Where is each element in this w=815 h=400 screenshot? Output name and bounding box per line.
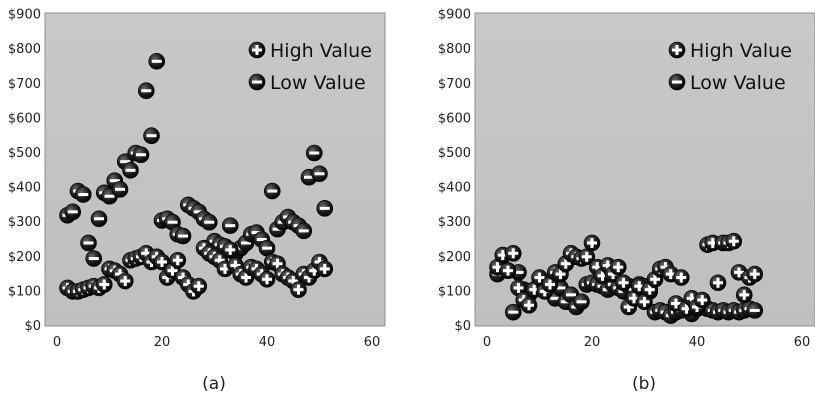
legend-low-value-icon (668, 73, 686, 91)
data-point (316, 260, 334, 278)
x-tick-label: 60 (364, 335, 381, 350)
data-point (263, 182, 281, 200)
data-point (111, 181, 129, 198)
y-tick-label: $0 (454, 319, 471, 334)
legend-low-value-icon (248, 73, 266, 91)
scatter-panel-a: $0 $100 $200 $300 $400 $500 $600 $700 $8… (8, 8, 386, 394)
legend-minus-circle-icon (248, 73, 266, 91)
scatter-panel-b: $0 $100 $200 $300 $400 $500 $600 $700 $8… (438, 8, 815, 394)
y-tick-label: $600 (8, 111, 41, 126)
data-point (693, 291, 711, 309)
data-point (583, 234, 601, 252)
y-tick-label: $100 (438, 284, 471, 299)
data-point (64, 203, 82, 221)
data-point (709, 274, 727, 292)
data-point (504, 303, 522, 321)
y-tick-label: $400 (438, 181, 471, 196)
legend-minus-circle-icon (668, 73, 686, 91)
panel-label-b: (b) (632, 374, 656, 394)
data-point (148, 53, 166, 70)
legend-plus-circle-icon (248, 41, 266, 59)
data-point (143, 127, 160, 144)
data-point (290, 281, 307, 298)
data-point (200, 213, 218, 231)
data-point (221, 217, 239, 234)
y-tick-label: $400 (8, 181, 41, 196)
data-point (132, 146, 150, 164)
x-tick-label: 40 (259, 335, 276, 350)
data-point (746, 265, 764, 283)
y-tick-label: $800 (8, 42, 41, 57)
legend-high-value-icon (248, 41, 266, 59)
x-tick-label: 20 (584, 335, 601, 350)
y-tick-label: $500 (8, 146, 41, 161)
data-point (174, 227, 192, 245)
panel-label-a: (a) (202, 374, 226, 394)
data-point (190, 277, 208, 295)
x-tick-label: 0 (483, 335, 491, 350)
y-tick-label: $200 (8, 250, 41, 265)
y-tick-label: $700 (438, 77, 471, 92)
legend-high-value-icon (668, 41, 686, 59)
y-axis-ticks: $0 $100 $200 $300 $400 $500 $600 $700 $8… (438, 8, 471, 334)
data-point (735, 286, 753, 304)
legend-label-low-value: Low Value (270, 72, 366, 94)
legend: High Value Low Value (248, 40, 372, 94)
legend: High Value Low Value (668, 40, 792, 94)
data-point (746, 302, 764, 319)
y-tick-label: $0 (24, 319, 41, 334)
y-tick-label: $300 (8, 215, 41, 230)
data-point (725, 232, 743, 250)
y-tick-label: $700 (8, 77, 41, 92)
data-points (59, 53, 334, 300)
data-point (295, 222, 313, 240)
legend-label-low-value: Low Value (690, 72, 786, 94)
y-tick-label: $300 (438, 215, 471, 230)
x-axis-ticks: 0 20 40 60 (53, 335, 380, 350)
legend-plus-circle-icon (668, 41, 686, 59)
data-point (74, 186, 92, 203)
data-point (615, 274, 632, 292)
data-point (85, 250, 103, 267)
data-point (578, 248, 596, 266)
y-tick-label: $600 (438, 111, 471, 126)
data-point (504, 245, 522, 262)
data-point (672, 269, 690, 286)
y-tick-label: $500 (438, 146, 471, 161)
data-point (169, 251, 187, 269)
data-point (122, 162, 139, 179)
x-tick-label: 0 (53, 335, 61, 350)
y-tick-label: $900 (438, 8, 471, 23)
x-tick-label: 60 (794, 335, 811, 350)
y-tick-label: $200 (438, 250, 471, 265)
data-point (520, 296, 538, 314)
y-tick-label: $900 (8, 8, 41, 23)
data-point (90, 210, 108, 228)
data-point (116, 272, 134, 290)
data-point (573, 293, 590, 311)
data-point (95, 276, 113, 293)
y-axis-ticks: $0 $100 $200 $300 $400 $500 $600 $700 $8… (8, 8, 41, 334)
data-point (80, 234, 97, 252)
data-point (499, 262, 517, 279)
y-tick-label: $100 (8, 284, 41, 299)
x-tick-label: 40 (689, 335, 706, 350)
x-tick-label: 20 (154, 335, 171, 350)
data-point (311, 165, 328, 183)
data-point (609, 258, 627, 276)
data-point (316, 200, 334, 217)
x-axis-ticks: 0 20 40 60 (483, 335, 810, 350)
data-point (137, 82, 155, 100)
legend-label-high-value: High Value (690, 40, 792, 62)
data-points (489, 232, 764, 324)
data-point (258, 270, 276, 288)
data-point (305, 144, 323, 162)
legend-label-high-value: High Value (270, 40, 372, 62)
y-tick-label: $800 (438, 42, 471, 57)
data-point (221, 241, 239, 259)
